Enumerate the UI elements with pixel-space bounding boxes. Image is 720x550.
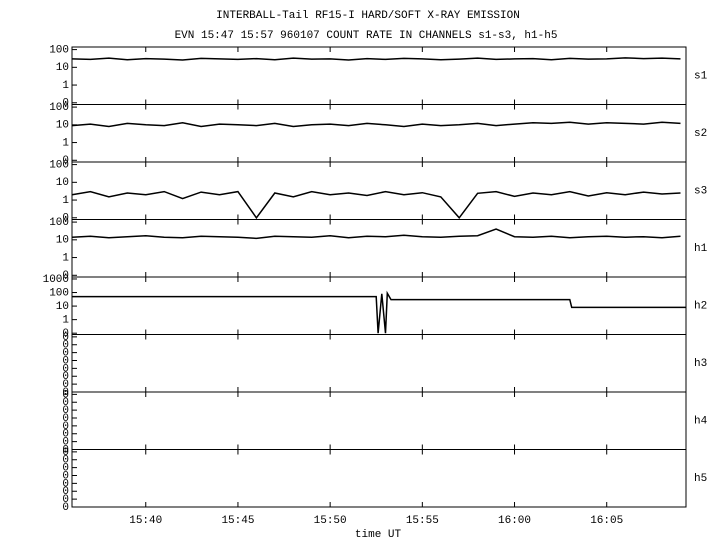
y-tick-label: 100: [49, 159, 69, 171]
panel-label: h3: [694, 358, 707, 370]
x-tick-label: 15:45: [221, 515, 254, 527]
panel-label: h2: [694, 301, 707, 313]
y-tick-label: 0: [62, 470, 69, 482]
x-tick-label: 15:50: [314, 515, 347, 527]
y-tick-label: 0: [62, 340, 69, 352]
y-tick-label: 0: [62, 348, 69, 360]
y-tick-label: 0: [62, 270, 69, 282]
y-tick-label: 0: [62, 155, 69, 167]
y-tick-label: 0: [62, 397, 69, 409]
y-tick-label: 0: [62, 486, 69, 498]
y-tick-label: 0: [62, 387, 69, 399]
y-tick-label: 1000: [43, 274, 69, 286]
y-tick-label: 0: [62, 421, 69, 433]
y-tick-label: 0: [62, 355, 69, 367]
y-tick-label: 0: [62, 389, 69, 401]
y-tick-label: 0: [62, 463, 69, 475]
chart-subtitle: EVN 15:47 15:57 960107 COUNT RATE IN CHA…: [175, 30, 558, 42]
x-tick-label: 15:40: [129, 515, 162, 527]
y-tick-label: 0: [62, 502, 69, 514]
panel-label: s1: [694, 71, 708, 83]
y-tick-label: 1: [62, 80, 69, 92]
y-tick-label: 0: [62, 371, 69, 383]
y-tick-label: 0: [62, 455, 69, 467]
y-tick-label: 0: [62, 494, 69, 506]
y-tick-label: 0: [62, 405, 69, 417]
series-line: [71, 228, 681, 240]
y-tick-label: 100: [49, 287, 69, 299]
y-tick-label: 0: [62, 444, 69, 456]
panel-label: s2: [694, 128, 707, 140]
y-tick-label: 10: [56, 62, 69, 74]
x-axis-label: time UT: [355, 529, 402, 541]
y-tick-label: 10: [56, 235, 69, 247]
y-tick-label: 0: [62, 213, 69, 225]
y-tick-label: 1: [62, 137, 69, 149]
y-tick-label: 0: [62, 328, 69, 340]
y-tick-label: 1: [62, 315, 69, 327]
panel-label: h5: [694, 473, 707, 485]
x-tick-label: 15:55: [406, 515, 439, 527]
series-line: [71, 190, 681, 220]
series-line: [71, 121, 681, 128]
panel-frame: [71, 449, 687, 508]
y-tick-label: 100: [49, 44, 69, 56]
panel-label: h1: [694, 243, 708, 255]
chart-title: INTERBALL-Tail RF15-I HARD/SOFT X-RAY EM…: [216, 10, 520, 22]
y-tick-label: 0: [62, 363, 69, 375]
y-tick-label: 0: [62, 413, 69, 425]
series-line: [72, 290, 686, 334]
y-tick-label: 100: [49, 217, 69, 229]
x-tick-label: 16:05: [590, 515, 623, 527]
y-tick-label: 10: [56, 177, 69, 189]
y-tick-label: 100: [49, 102, 69, 114]
series-line: [71, 57, 681, 61]
x-tick-label: 16:00: [498, 515, 531, 527]
y-tick-label: 10: [56, 301, 69, 313]
y-tick-label: 10: [56, 120, 69, 132]
y-tick-label: 0: [62, 379, 69, 391]
y-tick-label: 1: [62, 195, 69, 207]
y-tick-label: 0: [62, 437, 69, 449]
y-tick-label: 0: [62, 478, 69, 490]
y-tick-label: 1: [62, 252, 69, 264]
panel-label: s3: [694, 186, 707, 198]
y-tick-label: 0: [62, 98, 69, 110]
y-tick-label: 0: [62, 332, 69, 344]
y-tick-label: 0: [62, 429, 69, 441]
y-tick-label: 0: [62, 447, 69, 459]
panel-label: h4: [694, 416, 708, 428]
